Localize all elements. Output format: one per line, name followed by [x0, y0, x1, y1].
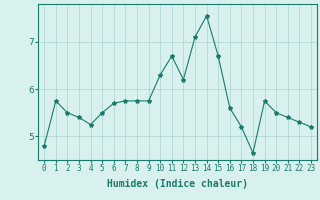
- X-axis label: Humidex (Indice chaleur): Humidex (Indice chaleur): [107, 179, 248, 189]
